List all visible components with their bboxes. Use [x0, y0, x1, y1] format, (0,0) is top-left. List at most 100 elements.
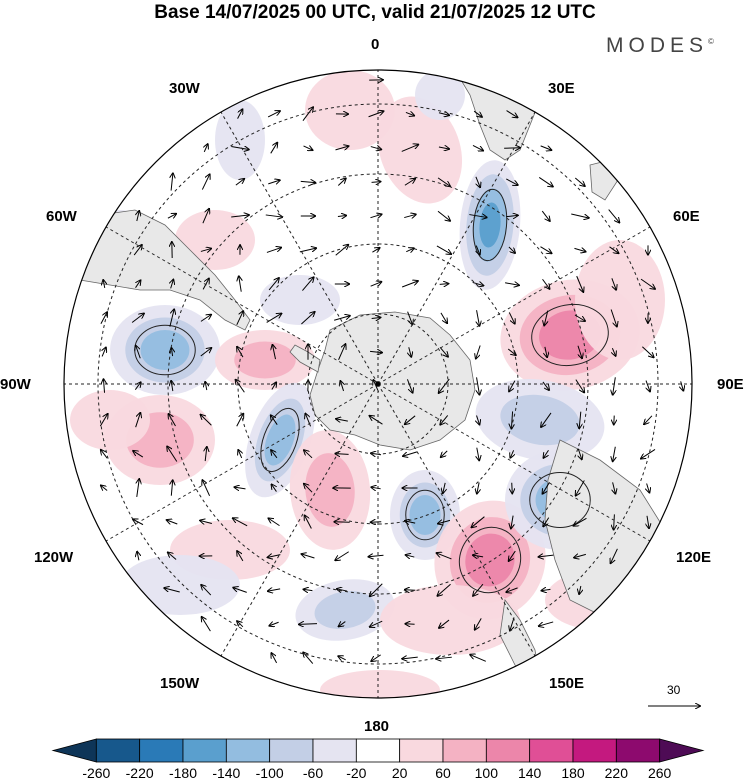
- wind-vector: [266, 248, 281, 253]
- wind-vector: [539, 621, 554, 626]
- wind-vector: [437, 210, 450, 221]
- wind-vector-layer: [100, 80, 683, 664]
- wind-vector: [405, 521, 416, 523]
- wind-vector: [233, 588, 247, 593]
- colorbar-tick-label: -140: [212, 765, 241, 781]
- wind-vector: [613, 377, 616, 394]
- wind-vector: [370, 147, 381, 150]
- wind-vector: [337, 589, 348, 591]
- wind-vector: [576, 480, 585, 495]
- anomaly-blob: [215, 100, 265, 180]
- wind-vector: [508, 312, 514, 323]
- wind-vector: [236, 311, 243, 326]
- brand-text: MODES: [606, 34, 709, 57]
- colorbar-tick-label: -260: [82, 765, 111, 781]
- wind-vector: [171, 480, 172, 496]
- wind-vector: [509, 550, 516, 561]
- wind-vector: [302, 554, 315, 559]
- anomaly-blob: [140, 330, 190, 370]
- wind-vector: [511, 515, 513, 529]
- wind-vector: [171, 173, 173, 191]
- wind-vector: [335, 245, 349, 256]
- wind-vector: [473, 583, 484, 596]
- wind-vector: [476, 345, 481, 359]
- anomaly-blob: [575, 240, 665, 360]
- wind-vector: [171, 280, 174, 289]
- map-title: Base 14/07/2025 00 UTC, valid 21/07/2025…: [154, 2, 596, 23]
- meridian-line: [377, 383, 651, 542]
- wind-vector: [470, 655, 486, 662]
- wind-vector: [103, 280, 104, 289]
- wind-vector: [303, 146, 313, 150]
- lon-label-120e: 120E: [676, 549, 712, 566]
- wind-vector: [201, 174, 209, 190]
- wind-vector: [369, 555, 384, 557]
- wind-vector: [303, 652, 314, 664]
- wind-vector: [608, 209, 620, 223]
- wind-vector: [271, 450, 278, 459]
- wind-vector: [299, 624, 318, 625]
- wind-vector: [268, 278, 279, 291]
- wind-vector: [370, 416, 383, 425]
- colorbar-tick-label: 220: [604, 765, 629, 781]
- wind-vector: [404, 214, 416, 217]
- wind-vector: [131, 314, 144, 323]
- wind-vector: [305, 515, 312, 529]
- wind-vector: [506, 215, 518, 216]
- wind-vector: [239, 276, 241, 292]
- lon-label-120w: 120W: [34, 549, 74, 566]
- latitude-circle: [97, 103, 659, 665]
- wind-vector: [403, 451, 418, 456]
- wind-vector: [200, 315, 211, 322]
- wind-vector: [370, 583, 383, 597]
- wind-vector: [371, 487, 381, 489]
- colorbar-tick-label: -220: [125, 765, 154, 781]
- wind-vector: [477, 482, 479, 493]
- wind-vector: [579, 585, 581, 594]
- wind-vector: [273, 345, 276, 360]
- contour-line: [472, 188, 508, 262]
- wind-vector: [610, 309, 617, 327]
- wind-vector: [167, 447, 178, 462]
- wind-vector: [576, 275, 584, 292]
- wind-vector: [440, 415, 449, 424]
- wind-vector: [133, 451, 144, 458]
- wind-vector: [237, 109, 243, 119]
- lon-label-30e: 30E: [548, 80, 575, 97]
- anomaly-blob: [415, 70, 465, 120]
- wind-vector: [334, 316, 350, 321]
- wind-vector: [506, 178, 517, 185]
- wind-vector: [372, 248, 379, 252]
- wind-vector: [438, 147, 449, 149]
- wind-vector: [272, 484, 277, 492]
- wind-vector: [440, 312, 447, 323]
- wind-vector: [506, 587, 518, 592]
- wind-vector: [338, 656, 346, 660]
- wind-vector: [137, 479, 139, 497]
- wind-vector: [614, 514, 615, 529]
- south-america-landmass: [64, 209, 251, 331]
- anomaly-blob: [380, 585, 520, 655]
- wind-vector: [436, 657, 452, 659]
- wind-vector: [202, 209, 209, 224]
- wind-vector: [371, 182, 381, 183]
- wind-vector: [268, 180, 279, 184]
- wind-vector: [268, 555, 281, 558]
- lon-label-180: 180: [364, 718, 390, 735]
- wind-vector: [541, 210, 549, 221]
- wind-vector: [439, 284, 449, 285]
- lon-label-90e: 90E: [717, 376, 744, 393]
- wind-vector: [540, 246, 551, 254]
- wind-vector: [168, 552, 177, 560]
- wind-vector: [544, 449, 549, 457]
- lon-label-150e: 150E: [549, 675, 585, 692]
- reference-vector-label: 30: [667, 683, 681, 697]
- wind-vector: [477, 310, 480, 326]
- wind-vector: [133, 245, 142, 256]
- copyright-mark: ©: [708, 37, 714, 46]
- wind-vector: [473, 110, 482, 117]
- wind-vector: [438, 113, 449, 115]
- wind-vector: [373, 380, 380, 393]
- anomaly-blob: [70, 390, 150, 450]
- wind-vector: [268, 589, 281, 591]
